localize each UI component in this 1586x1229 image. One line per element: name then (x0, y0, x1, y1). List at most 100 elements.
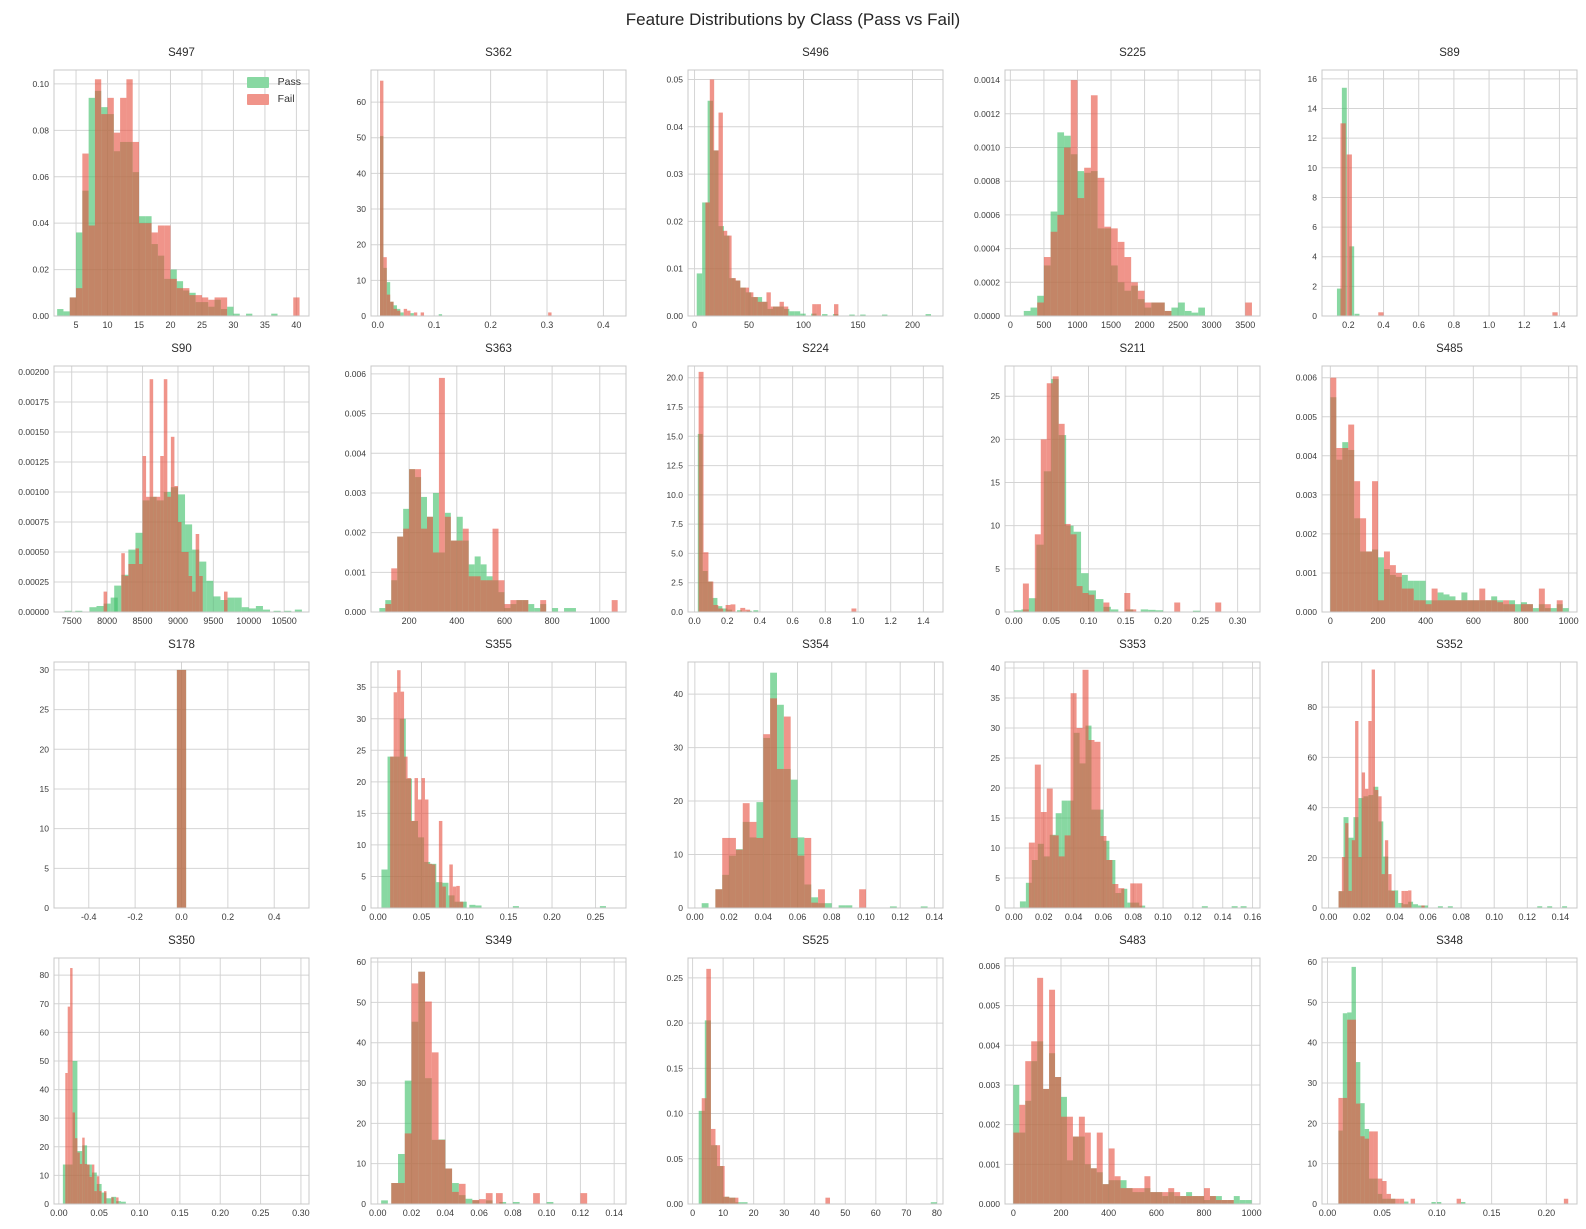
fail-bars-bar (1076, 586, 1083, 612)
fail-bars-bar (411, 820, 415, 908)
histogram-S497: 5 10 15 20 25 30 35 40 0.00 0.02 0.04 0.06 0.08 0.10 (32, 69, 310, 330)
histogram-S352: 0.00 0.02 0.04 0.06 0.08 0.10 0.12 0.14 0 20 40 60 8… (1308, 661, 1578, 922)
fail-bars-bar (1209, 1196, 1216, 1204)
x-tick-label: 800 (545, 616, 560, 626)
fail-bars-bar (113, 132, 121, 316)
fail-bars-bar (1348, 424, 1355, 612)
tick-labels: 0.00 0.02 0.04 0.06 0.08 0.10 0.12 0.14 0 10 20 30 4… (674, 689, 944, 922)
subplot-S350: S350 0.00 0.05 0.10 0.15 0.20 0.25 0.30 0 10 20 30 4… (0, 928, 317, 1224)
x-tick-label: 30 (779, 1208, 789, 1218)
fail-bars-bar (1390, 1198, 1396, 1204)
fail-bars-bar (1144, 302, 1152, 316)
y-tick-label: 0.20 (666, 1018, 683, 1028)
fail-bars-bar (1084, 167, 1091, 316)
fail-bars-bar (124, 576, 129, 612)
x-tick-label: 80 (932, 1208, 942, 1218)
fail-bars-bar (1401, 588, 1408, 612)
x-tick-label: 0.6 (786, 616, 799, 626)
subplot-title: S178 (168, 639, 195, 651)
fail-bars-bar (1186, 1196, 1193, 1204)
fail-bars-bar (1354, 481, 1361, 612)
fail-bars-bar (740, 287, 745, 316)
y-tick-label: 0.0006 (974, 210, 1000, 220)
y-tick-label: 30 (357, 204, 367, 214)
subplot-S497: S497 5 10 15 20 25 30 35 40 0.00 0.02 0.04 0.06 0.08 0… (0, 40, 317, 336)
fail-bars-bar (1138, 1188, 1145, 1204)
pass-bars-bar (1398, 902, 1404, 908)
fail-bars-bar (1374, 790, 1379, 908)
fail-bars-bar (400, 691, 405, 908)
y-tick-label: 5 (44, 863, 49, 873)
pass-bars-bar (860, 314, 866, 316)
x-tick-label: 0.05 (1373, 1208, 1391, 1218)
pass-bars-bar (1013, 610, 1022, 612)
fail-bars-bar (421, 778, 425, 908)
pass-bars-bar (410, 313, 414, 316)
x-tick-label: 0.00 (1320, 912, 1338, 922)
x-tick-label: 400 (1418, 616, 1433, 626)
fail-bars-bar (1330, 377, 1337, 612)
pass-bars-bar (1148, 609, 1156, 612)
fail-bars-bar (199, 576, 203, 612)
fail-bars-bar (417, 799, 422, 908)
fail-bars-bar (1120, 1188, 1127, 1204)
fail-bars-bar (733, 1197, 739, 1204)
plot-border (370, 957, 627, 1205)
x-tick-label: 0.1 (428, 320, 441, 330)
pass-bars-bar (838, 905, 846, 908)
fail-bars-bar (1485, 600, 1492, 612)
fail-bars-bar (1215, 602, 1222, 612)
fail-bars-bar (462, 528, 469, 612)
legend-item-pass: Pass (246, 76, 301, 88)
fail-bars-bar (1503, 600, 1510, 612)
y-tick-label: 15 (991, 813, 1001, 823)
fail-bars-bar (142, 456, 147, 612)
x-tick-label: 2500 (1168, 320, 1188, 330)
pass-bars-bar (753, 610, 759, 612)
fail-bars-bar (1040, 439, 1047, 612)
subplot-S362: S362 0.0 0.1 0.2 0.3 0.4 0 10 20 30 40 50 60 (317, 40, 634, 336)
legend-label-fail: Fail (277, 93, 295, 105)
x-tick-label: 0.16 (1244, 912, 1262, 922)
y-tick-label: 0 (361, 1199, 366, 1209)
x-tick-label: 0.00 (369, 912, 387, 922)
x-tick-label: 0.12 (1519, 912, 1537, 922)
y-tick-label: 0.002 (979, 1120, 1001, 1130)
fail-bars-bar (391, 1183, 399, 1204)
pass-bars-bar (822, 314, 828, 316)
fail-bars-bar (498, 580, 505, 612)
y-tick-label: 0 (1312, 903, 1317, 913)
x-tick-label: 50 (744, 320, 754, 330)
x-tick-label: 1.0 (852, 616, 865, 626)
fail-bars-bar (1386, 1193, 1391, 1204)
pass-bars-bar (233, 313, 240, 316)
fail-bars-bar (1351, 1019, 1356, 1204)
fail-bars-bar (450, 540, 457, 612)
fail-bars-bar (120, 97, 127, 316)
fail-bars-bar (201, 297, 209, 316)
pass-bars (380, 135, 443, 316)
pass-bars-bar (1393, 890, 1399, 908)
y-tick-label: 25 (991, 753, 1001, 763)
y-tick-label: 0.000 (345, 607, 367, 617)
x-tick-label: 0.10 (456, 912, 474, 922)
pass-bars-bar (241, 607, 249, 612)
y-tick-label: 0.006 (979, 961, 1001, 971)
y-tick-label: 0 (1312, 311, 1317, 321)
pass-bars-bar (284, 610, 292, 612)
y-tick-label: 17.5 (666, 402, 683, 412)
tick-labels: 0.0 0.2 0.4 0.6 0.8 1.0 1.2 1.4 0.0 2.5 5.0 7.5 10.0… (666, 373, 929, 626)
y-tick-label: 10 (40, 1170, 50, 1180)
x-tick-label: 400 (1101, 1208, 1116, 1218)
fail-bars-bar (486, 580, 493, 612)
x-tick-label: 35 (260, 320, 270, 330)
x-tick-label: 0.0 (372, 320, 385, 330)
fail-bars-bar (189, 295, 196, 316)
fail-bars-bar (177, 522, 182, 612)
histogram-S355: 0.00 0.05 0.10 0.15 0.20 0.25 0 5 10 15 20 25 30 35 (357, 661, 627, 922)
y-tick-label: 25 (40, 705, 50, 715)
x-tick-label: 50 (840, 1208, 850, 1218)
histogram-S348: 0.00 0.05 0.10 0.15 0.20 0 10 20 30 40 50 60 (1308, 957, 1578, 1218)
x-tick-label: 0.04 (1065, 912, 1083, 922)
pass-bars-bar (528, 604, 535, 612)
